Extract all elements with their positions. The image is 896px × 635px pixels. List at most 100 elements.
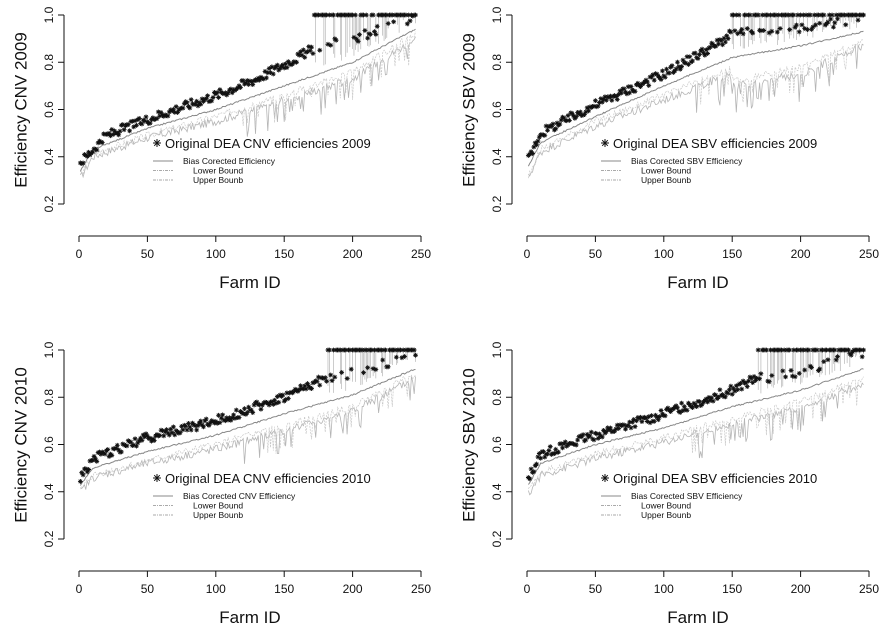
data-point xyxy=(385,21,391,26)
data-point xyxy=(192,423,198,429)
data-point xyxy=(359,347,365,353)
data-point xyxy=(817,366,823,372)
data-point xyxy=(703,396,709,402)
data-point xyxy=(649,74,654,80)
data-point xyxy=(149,438,154,444)
data-point xyxy=(733,12,739,18)
data-point xyxy=(261,76,267,82)
data-point xyxy=(201,99,206,104)
y-tick-label: 1.0 xyxy=(42,6,56,23)
data-point xyxy=(165,113,171,119)
data-point xyxy=(128,439,134,445)
data-point xyxy=(362,28,368,33)
data-point xyxy=(803,12,809,18)
data-point xyxy=(302,383,308,389)
data-point xyxy=(573,114,579,120)
data-point xyxy=(143,114,149,120)
data-point xyxy=(546,448,552,453)
data-point xyxy=(665,405,671,411)
data-point xyxy=(536,134,542,140)
data-point xyxy=(240,411,246,417)
data-point xyxy=(158,110,164,115)
data-point xyxy=(114,442,120,448)
data-point xyxy=(639,81,645,87)
data-point xyxy=(658,408,664,413)
data-point xyxy=(138,121,143,126)
data-point xyxy=(127,128,133,134)
data-point xyxy=(248,79,254,84)
data-point xyxy=(262,69,268,74)
x-tick-label: 250 xyxy=(859,247,879,261)
legend-line-label: Bias Corected SBV Efficiency xyxy=(631,491,743,501)
data-point xyxy=(398,347,403,353)
data-point xyxy=(272,397,278,403)
data-point xyxy=(625,422,631,428)
data-point xyxy=(307,48,313,54)
data-point xyxy=(826,12,832,18)
data-point xyxy=(350,12,355,18)
data-point xyxy=(83,466,89,472)
data-point xyxy=(228,86,234,92)
series-points-original-dea xyxy=(77,12,418,167)
data-point xyxy=(116,447,122,453)
data-point xyxy=(140,432,146,438)
legend-line-label: Bias Corected SBV Efficiency xyxy=(631,156,743,166)
data-point xyxy=(680,57,686,63)
data-point xyxy=(269,64,275,70)
data-point xyxy=(225,90,231,96)
data-point xyxy=(151,117,157,123)
data-point xyxy=(727,387,732,393)
data-point xyxy=(224,415,230,421)
data-point xyxy=(138,435,143,441)
data-point xyxy=(291,389,297,394)
data-point xyxy=(815,12,821,18)
data-point xyxy=(373,32,379,37)
series-line-upper-bound xyxy=(528,376,864,489)
data-point xyxy=(757,376,762,382)
x-axis-label: Farm ID xyxy=(219,608,280,627)
data-point xyxy=(367,31,373,37)
y-tick-label: 1.0 xyxy=(490,6,504,23)
data-point xyxy=(821,12,827,18)
chart-panel-2: 0.2 0.4 0.6 0.8 1.0 Efficiency SBV 2009 0 50 100… xyxy=(459,6,879,292)
series-points-original-dea xyxy=(77,347,418,484)
data-point xyxy=(859,354,865,360)
data-point xyxy=(97,449,102,455)
data-point xyxy=(216,412,221,418)
data-point xyxy=(246,404,252,410)
data-point xyxy=(811,12,817,18)
data-point xyxy=(664,66,669,72)
y-tick-label: 1.0 xyxy=(490,341,504,358)
data-point xyxy=(172,432,178,438)
data-point xyxy=(198,101,204,107)
series-line-upper-bound xyxy=(80,374,416,489)
data-point xyxy=(280,392,286,398)
data-point xyxy=(298,49,304,55)
data-point xyxy=(172,109,178,115)
data-point xyxy=(235,85,241,91)
data-point xyxy=(233,407,239,413)
data-point xyxy=(680,408,686,413)
data-point xyxy=(112,446,117,452)
data-point xyxy=(77,160,83,166)
data-point xyxy=(716,41,721,47)
y-tick-label: 0.8 xyxy=(490,54,504,71)
series-line-lower-bound xyxy=(528,43,864,177)
data-point xyxy=(735,31,741,37)
data-point xyxy=(90,149,96,155)
data-point xyxy=(183,423,189,429)
data-point xyxy=(238,85,243,90)
data-point xyxy=(828,16,834,22)
data-point xyxy=(326,12,332,18)
data-point xyxy=(654,71,660,77)
data-point xyxy=(296,387,302,392)
x-tick-label: 100 xyxy=(206,247,226,261)
data-point xyxy=(543,123,549,129)
data-point xyxy=(649,413,654,419)
data-point xyxy=(681,404,687,410)
data-point xyxy=(299,52,305,58)
data-point xyxy=(728,383,734,389)
data-point xyxy=(712,392,717,398)
data-point xyxy=(657,414,663,419)
data-point xyxy=(699,46,705,52)
